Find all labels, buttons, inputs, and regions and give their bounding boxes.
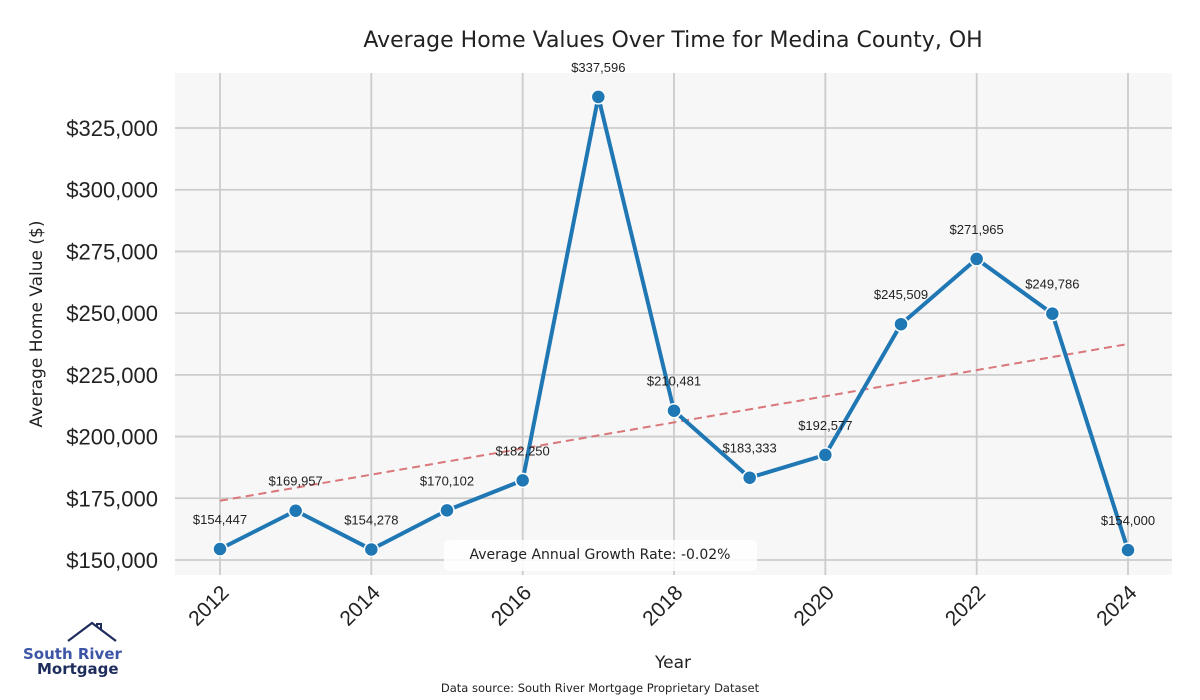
- logo-line1: South River: [23, 645, 123, 663]
- grid: [175, 73, 1172, 575]
- y-tick-label: $300,000: [66, 178, 158, 203]
- data-point: [590, 89, 607, 105]
- data-label: $183,333: [723, 441, 777, 456]
- data-label: $271,965: [950, 222, 1004, 237]
- trend-line-group: [219, 343, 1129, 502]
- growth-annotation: Average Annual Growth Rate: -0.02%: [444, 540, 757, 571]
- y-tick-label: $175,000: [66, 486, 158, 511]
- data-point: [1044, 305, 1061, 322]
- annotation-box: [444, 540, 757, 571]
- data-label: $192,577: [798, 418, 852, 433]
- data-labels: $154,447 $169,957 $154,278 $170,102 $182,250…: [193, 60, 1155, 528]
- data-point: [439, 502, 455, 519]
- y-axis-ticks: $150,000 $175,000 $200,000 $225,000 $250,000…: [66, 116, 158, 573]
- y-tick-label: $225,000: [66, 363, 158, 388]
- data-point: [741, 469, 758, 486]
- data-point: [893, 316, 909, 332]
- data-point: [968, 251, 985, 267]
- y-tick-label: $325,000: [66, 116, 158, 141]
- x-tick-label: 2018: [638, 581, 687, 630]
- data-label: $170,102: [420, 473, 474, 488]
- logo-chimney-icon: [96, 623, 102, 630]
- y-tick-label: $200,000: [66, 425, 158, 450]
- y-tick-label: $250,000: [66, 301, 158, 326]
- y-tick-label: $275,000: [66, 239, 158, 264]
- logo-house-icon: [67, 621, 117, 642]
- data-label: $154,000: [1101, 513, 1155, 528]
- y-tick-label: $150,000: [66, 548, 158, 573]
- data-point: [212, 541, 228, 557]
- trend-line: [219, 343, 1129, 502]
- data-label: $249,786: [1025, 277, 1079, 292]
- data-point: [514, 472, 531, 489]
- data-label: $210,481: [647, 374, 701, 389]
- logo-line2: Mortgage: [37, 660, 119, 678]
- logo: South River Mortgage: [23, 621, 123, 678]
- data-label: $182,250: [496, 443, 550, 458]
- data-source: Data source: South River Mortgage Propri…: [441, 681, 760, 695]
- data-point: [666, 402, 682, 419]
- x-tick-label: 2016: [487, 581, 536, 630]
- x-tick-label: 2024: [1092, 581, 1142, 631]
- data-label: $154,278: [344, 512, 398, 527]
- x-axis-label: Year: [654, 653, 691, 673]
- data-point: [1120, 542, 1136, 558]
- data-label: $337,596: [571, 60, 625, 75]
- data-label: $245,509: [874, 287, 928, 302]
- data-point: [363, 541, 380, 558]
- x-tick-label: 2020: [790, 581, 839, 630]
- x-tick-label: 2012: [184, 581, 233, 630]
- x-tick-label: 2014: [336, 581, 386, 631]
- annotation-text: Average Annual Growth Rate: -0.02%: [470, 547, 731, 563]
- series-group: [212, 89, 1136, 558]
- data-point: [817, 447, 834, 463]
- data-label: $154,447: [193, 512, 247, 527]
- y-axis-label: Average Home Value ($): [27, 221, 47, 428]
- x-tick-label: 2022: [941, 581, 990, 630]
- x-axis-ticks: 2012 2014 2016 2018 2020 2022 2024: [184, 581, 1142, 631]
- data-point: [287, 502, 304, 519]
- chart-title: Average Home Values Over Time for Medina…: [363, 28, 982, 53]
- data-label: $169,957: [269, 474, 323, 489]
